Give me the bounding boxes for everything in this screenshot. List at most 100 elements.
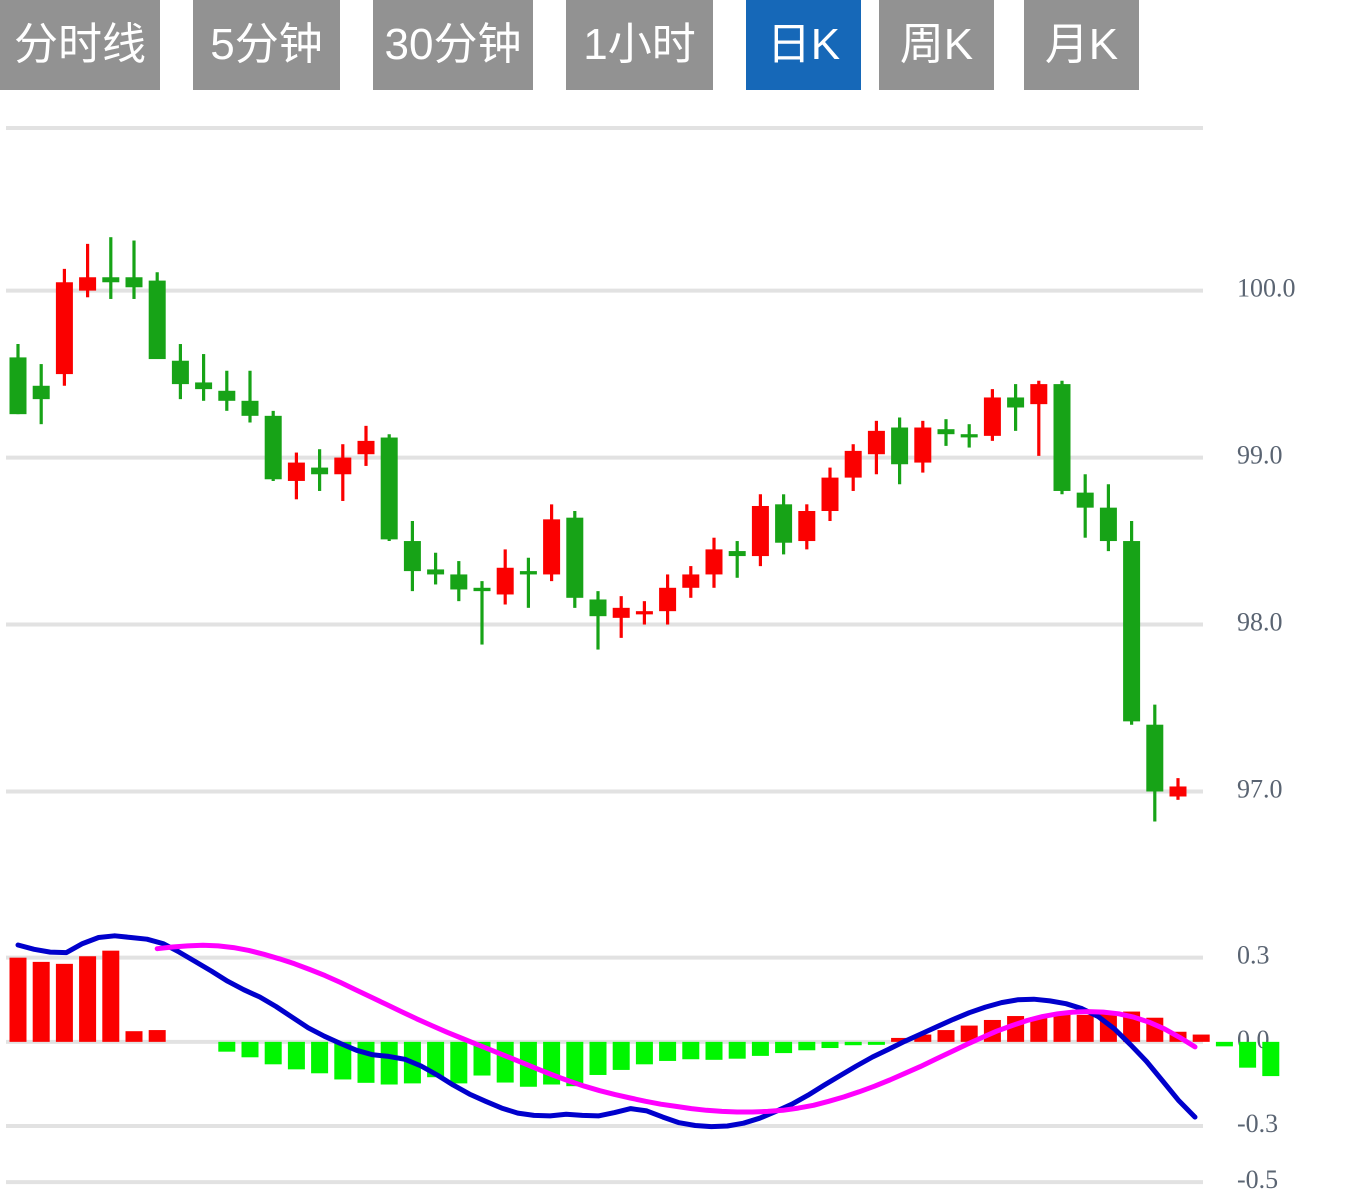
candle-body xyxy=(682,574,700,588)
candle-body xyxy=(496,567,514,595)
macd-hist-bar xyxy=(496,1041,514,1083)
candle-body xyxy=(334,457,352,475)
macd-hist-bar xyxy=(659,1041,677,1061)
candle-body xyxy=(1007,397,1025,408)
candle-body xyxy=(1076,492,1094,508)
candle-body xyxy=(32,385,50,400)
candle-body xyxy=(427,569,445,575)
candle-body xyxy=(357,440,375,455)
period-tab-3[interactable]: 1小时 xyxy=(566,0,713,90)
period-tab-label: 分时线 xyxy=(14,20,146,69)
macd-hist-bar xyxy=(960,1025,978,1042)
candle-body xyxy=(635,611,653,615)
macd-hist-bar xyxy=(844,1041,862,1046)
price-axis-tick: 97.0 xyxy=(1237,774,1283,803)
macd-hist-bar xyxy=(1053,1013,1071,1042)
period-tab-6[interactable]: 月K xyxy=(1024,0,1139,90)
candle-body xyxy=(891,427,909,465)
period-tab-5[interactable]: 周K xyxy=(879,0,994,90)
period-tab-4[interactable]: 日K xyxy=(746,0,861,90)
candle-body xyxy=(403,541,421,572)
period-tab-label: 30分钟 xyxy=(384,20,522,69)
macd-hist-bar xyxy=(79,956,97,1042)
price-axis-tick: 99.0 xyxy=(1237,441,1283,470)
candle-body xyxy=(612,607,630,618)
candle-body xyxy=(473,587,491,592)
candle-body xyxy=(241,400,259,416)
candle-body xyxy=(148,280,166,360)
period-tab-2[interactable]: 30分钟 xyxy=(373,0,533,90)
candle-body xyxy=(79,277,97,291)
macd-hist-bar xyxy=(427,1041,445,1078)
macd-hist-bar xyxy=(914,1034,932,1042)
candle-body xyxy=(844,450,862,478)
period-tab-label: 1小时 xyxy=(583,20,696,69)
macd-hist-bar xyxy=(334,1041,352,1080)
macd-hist-bar xyxy=(102,950,120,1042)
macd-hist-bar xyxy=(148,1030,166,1042)
candle-body xyxy=(102,277,120,283)
candle-body xyxy=(566,517,584,598)
candle-body xyxy=(1099,507,1117,542)
candle-body xyxy=(1053,384,1071,491)
candle-body xyxy=(589,599,607,617)
macd-hist-bar xyxy=(635,1041,653,1065)
macd-hist-bar xyxy=(1215,1041,1233,1047)
candle-body xyxy=(380,437,398,540)
candle-body xyxy=(914,427,932,463)
candle-body xyxy=(264,415,282,480)
macd-axis-tick: -0.3 xyxy=(1237,1109,1278,1138)
candlestick-chart[interactable]: 100.099.098.097.096.0 xyxy=(0,110,1363,910)
period-tab-1[interactable]: 5分钟 xyxy=(193,0,340,90)
period-tab-label: 周K xyxy=(899,20,974,69)
macd-hist-bar xyxy=(705,1041,723,1060)
candle-body xyxy=(867,430,885,455)
price-axis-tick: 98.0 xyxy=(1237,607,1283,636)
macd-hist-bar xyxy=(125,1031,143,1042)
macd-hist-bar xyxy=(32,961,50,1042)
candle-body xyxy=(311,467,329,475)
macd-hist-bar xyxy=(450,1041,468,1084)
period-tab-label: 日K xyxy=(766,20,841,69)
macd-hist-bar xyxy=(357,1041,375,1083)
macd-hist-bar xyxy=(566,1041,584,1087)
candle-body xyxy=(937,429,955,435)
macd-axis-tick: -0.5 xyxy=(1237,1165,1278,1194)
candle-body xyxy=(1146,724,1164,792)
macd-hist-bar xyxy=(751,1041,769,1056)
period-tab-bar[interactable]: 分时线 5分钟 30分钟 1小时 日K 周K 月K xyxy=(0,0,1363,98)
macd-hist-bar xyxy=(728,1041,746,1059)
candle-body xyxy=(125,277,143,288)
candle-body xyxy=(821,477,839,511)
period-tab-label: 月K xyxy=(1044,20,1119,69)
candle-body xyxy=(751,505,769,557)
candle-body xyxy=(960,434,978,438)
macd-hist-bar xyxy=(241,1041,259,1058)
macd-hist-bar xyxy=(311,1041,329,1074)
macd-hist-bar xyxy=(287,1041,305,1070)
candle-body xyxy=(983,397,1001,436)
macd-hist-bar xyxy=(775,1041,793,1054)
period-tab-0[interactable]: 分时线 xyxy=(0,0,160,90)
candle-body xyxy=(218,390,236,401)
macd-hist-bar xyxy=(218,1041,236,1052)
macd-hist-bar xyxy=(380,1041,398,1085)
macd-chart[interactable]: 0.3 0.0 -0.3 -0.5 xyxy=(0,910,1363,1199)
candle-body xyxy=(775,504,793,543)
candle-body xyxy=(705,549,723,575)
candle-body xyxy=(171,360,189,385)
candle-body xyxy=(9,357,27,415)
candle-body xyxy=(519,571,537,575)
macd-line-dea xyxy=(154,942,1198,1115)
macd-hist-bar xyxy=(867,1041,885,1045)
macd-hist-bar xyxy=(1076,1014,1094,1042)
macd-hist-bar xyxy=(9,957,27,1042)
candle-body xyxy=(543,519,561,575)
candle-body xyxy=(195,382,213,390)
macd-svg: 0.30.0-0.3-0.5 xyxy=(6,933,1280,1194)
macd-hist-bar xyxy=(612,1041,630,1070)
macd-hist-bar xyxy=(589,1041,607,1075)
macd-hist-bar xyxy=(937,1030,955,1042)
macd-hist-bar xyxy=(1239,1041,1257,1068)
